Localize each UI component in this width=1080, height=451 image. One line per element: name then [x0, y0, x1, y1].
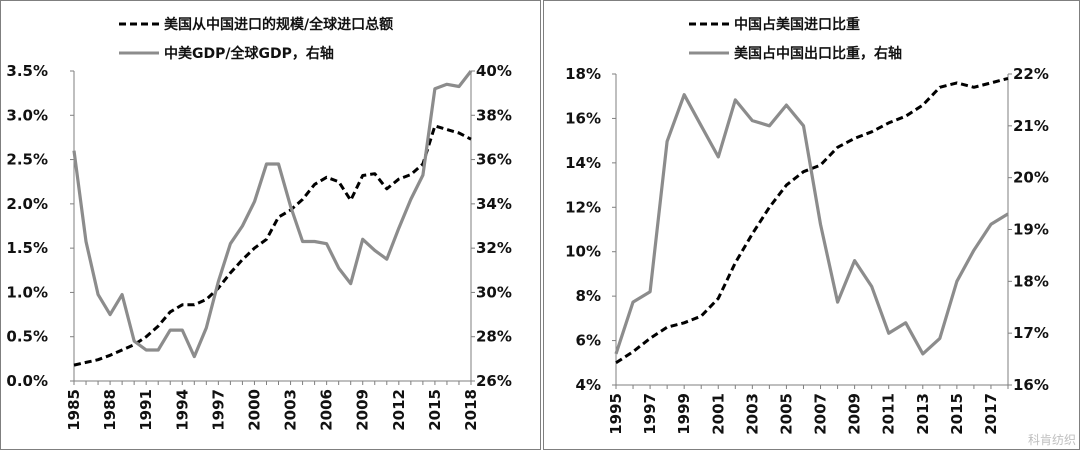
legend-label: 美国占中国出口比重，右轴: [734, 45, 902, 62]
right-tick-label: 17%: [1013, 324, 1049, 342]
x-tick-label: 2015: [426, 389, 444, 431]
right-tick-label: 26%: [476, 372, 512, 390]
x-tick-label: 1997: [641, 393, 659, 435]
x-tick-label: 2018: [462, 389, 480, 431]
left-tick-label: 2.0%: [6, 195, 48, 213]
x-tick-label: 2011: [880, 393, 898, 435]
right-tick-label: 18%: [1013, 272, 1049, 290]
left-tick-label: 18%: [565, 65, 601, 83]
x-tick-label: 2009: [354, 389, 372, 431]
right-tick-label: 40%: [476, 62, 512, 80]
right-tick-label: 16%: [1013, 376, 1049, 394]
left-tick-label: 2.5%: [6, 151, 48, 169]
x-tick-label: 2017: [982, 393, 1000, 435]
x-tick-label: 1988: [101, 389, 119, 431]
x-tick-label: 2007: [812, 393, 830, 435]
right-tick-label: 34%: [476, 195, 512, 213]
left-tick-label: 0.5%: [6, 328, 48, 346]
left-tick-label: 8%: [576, 287, 601, 305]
legend-label: 中国占美国进口比重: [734, 16, 860, 33]
left-chart-panel: 0.0% 0.5% 1.0% 1.5% 2.0% 2.5% 3.0% 3.5% 26% 28% 30…: [0, 0, 541, 450]
watermark-text: 科肯纺织: [1027, 433, 1076, 447]
x-tick-label: 1994: [173, 389, 191, 431]
right-tick-label: 30%: [476, 283, 512, 301]
right-tick-label: 28%: [476, 328, 512, 346]
x-tick-label: 1999: [675, 393, 693, 435]
left-tick-label: 3.0%: [6, 106, 48, 124]
x-tick-label: 1985: [65, 389, 83, 431]
x-tick-label: 2013: [914, 393, 932, 435]
right-tick-label: 20%: [1013, 169, 1049, 187]
left-tick-label: 14%: [565, 154, 601, 172]
legend-label: 美国从中国进口的规模/全球进口总额: [164, 16, 393, 33]
x-tick-label: 2006: [318, 389, 336, 431]
right-tick-label: 38%: [476, 106, 512, 124]
left-tick-label: 0.0%: [6, 372, 48, 390]
x-tick-label: 2015: [948, 393, 966, 435]
x-tick-label: 2005: [777, 393, 795, 435]
left-tick-label: 12%: [565, 198, 601, 216]
solid-series-line: [72, 70, 473, 359]
right-chart-panel: 4% 6% 8% 10% 12% 14% 16% 18% 16% 17% 18% 19% 20% 21% 2…: [543, 0, 1080, 450]
left-tick-label: 1.0%: [6, 283, 48, 301]
x-tick-label: 1995: [607, 393, 625, 435]
left-tick-label: 16%: [565, 109, 601, 127]
left-tick-label: 3.5%: [6, 62, 48, 80]
left-tick-label: 10%: [565, 243, 601, 261]
x-tick-label: 2000: [245, 389, 263, 431]
left-chart: 0.0% 0.5% 1.0% 1.5% 2.0% 2.5% 3.0% 3.5% 26% 28% 30…: [6, 16, 512, 431]
left-tick-label: 1.5%: [6, 239, 48, 257]
solid-series-line: [614, 93, 1009, 356]
x-tick-label: 1991: [137, 389, 155, 431]
legend-label: 中美GDP/全球GDP，右轴: [164, 45, 334, 62]
right-tick-label: 19%: [1013, 221, 1049, 239]
right-chart: 4% 6% 8% 10% 12% 14% 16% 18% 16% 17% 18% 19% 20% 21% 2…: [565, 16, 1049, 435]
right-tick-label: 32%: [476, 239, 512, 257]
x-tick-label: 2003: [282, 389, 300, 431]
x-tick-label: 2001: [709, 393, 727, 435]
x-tick-label: 2012: [390, 389, 408, 431]
right-tick-label: 21%: [1013, 117, 1049, 135]
x-tick-label: 2009: [846, 393, 864, 435]
right-tick-label: 22%: [1013, 65, 1049, 83]
dashed-series-line: [73, 124, 472, 367]
left-tick-label: 4%: [576, 376, 601, 394]
x-tick-label: 1997: [209, 389, 227, 431]
right-tick-label: 36%: [476, 151, 512, 169]
left-tick-label: 6%: [576, 332, 601, 350]
x-tick-label: 2003: [743, 393, 761, 435]
